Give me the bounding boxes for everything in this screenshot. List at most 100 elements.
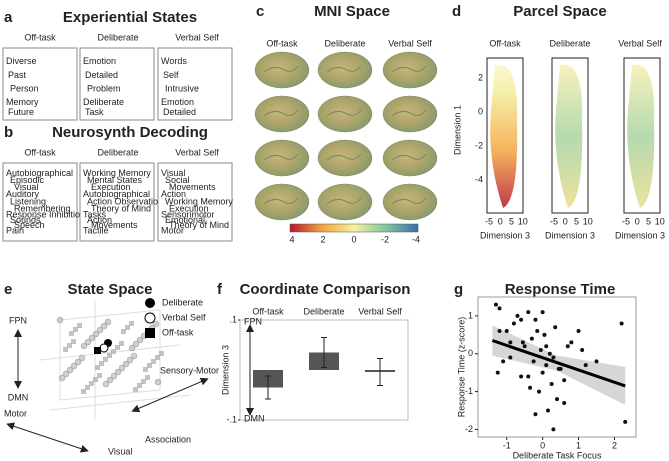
x-tick-label: -1 (503, 440, 511, 450)
point (531, 359, 536, 364)
state-point (77, 323, 82, 328)
word: Action Observation (87, 196, 163, 206)
word: Pain (6, 225, 24, 235)
column-label: Off-task (266, 38, 298, 48)
word: Theory of Mind (169, 220, 229, 230)
point (544, 344, 549, 349)
plot-frame (623, 57, 661, 214)
point (576, 329, 581, 334)
state-point (128, 344, 136, 352)
axis-arrow (6, 422, 89, 453)
state-point (104, 318, 112, 326)
panel-title: Response Time (505, 281, 616, 298)
tick-label: 0 (498, 216, 503, 226)
state-point (96, 326, 104, 334)
word: Future (8, 107, 34, 117)
brain-sulcus (263, 153, 299, 161)
column-label: Verbal Self (618, 38, 662, 48)
state-point (154, 378, 162, 386)
word: Emotion (83, 56, 116, 66)
word: Social (165, 175, 190, 185)
column-label: Deliberate (97, 147, 138, 157)
state-point (84, 338, 92, 346)
state-point (114, 368, 122, 376)
state-point (85, 385, 90, 390)
axis-label: FPN (9, 315, 27, 325)
state-point (58, 374, 66, 382)
point (580, 347, 585, 352)
point (594, 359, 599, 364)
legend-marker (144, 312, 156, 324)
state-point (159, 351, 164, 356)
box-edge (59, 389, 161, 401)
column-label: Verbal Self (175, 147, 219, 157)
point (556, 366, 561, 371)
axis-label: Dimension 3 (545, 230, 595, 240)
column-label: Deliberate (97, 32, 138, 42)
point (537, 389, 542, 394)
annotation: FPN (244, 316, 262, 326)
state-point (80, 342, 88, 350)
axis-label: Response Time (z-score) (456, 317, 466, 418)
point (520, 340, 525, 345)
state-point (73, 327, 78, 332)
panel-title: MNI Space (314, 3, 390, 20)
point (511, 321, 516, 326)
axis-label: Motor (4, 408, 27, 418)
point (547, 351, 552, 356)
panel-title: Neurosynth Decoding (52, 124, 208, 141)
word: Diverse (6, 56, 37, 66)
brain-sulcus (391, 197, 427, 205)
panel-title: Experiential States (63, 9, 197, 26)
panel-letter: f (217, 281, 223, 298)
word: Working Memory (165, 196, 233, 206)
state-point (67, 343, 72, 348)
state-point (66, 366, 74, 374)
state-point (71, 339, 76, 344)
error-bar (265, 375, 271, 400)
state-point (103, 357, 108, 362)
tick-label: 5 (646, 216, 651, 226)
point (533, 317, 538, 322)
point (562, 378, 567, 383)
error-bar (321, 337, 327, 368)
state-point (110, 372, 118, 380)
brain-sulcus (326, 197, 362, 205)
panel-letter: e (4, 281, 12, 298)
state-point (136, 336, 144, 344)
panel-letter: b (4, 124, 13, 141)
legend-marker (145, 298, 155, 308)
point (519, 374, 524, 379)
word: Person (10, 84, 39, 94)
word-cloud-box (79, 47, 155, 121)
tick-label: 10 (518, 216, 528, 226)
word: Autobiographical (83, 189, 150, 199)
panel-title: State Space (67, 281, 152, 298)
axis-label: Dimension 3 (220, 345, 230, 395)
y-tick-label: -2 (465, 424, 473, 434)
point (619, 321, 624, 326)
box-edge (59, 309, 161, 321)
state-centroid (94, 347, 101, 354)
word: Problem (87, 84, 121, 94)
state-point (147, 363, 152, 368)
axis-label: DMN (8, 392, 29, 402)
point (497, 306, 502, 311)
point (546, 408, 551, 413)
brain-sulcus (326, 109, 362, 117)
state-point (145, 375, 150, 380)
legend-label: Verbal Self (162, 312, 206, 322)
tick-label: 2 (478, 72, 483, 82)
x-category-label: Deliberate (303, 306, 344, 316)
state-point (106, 376, 114, 384)
word: Words (161, 56, 187, 66)
panel-letter: a (4, 9, 13, 26)
plot-frame (486, 57, 524, 214)
brain (382, 139, 438, 177)
tick-label: 5 (574, 216, 579, 226)
state-point (129, 321, 134, 326)
brain-sulcus (391, 65, 427, 73)
state-point (92, 330, 100, 338)
x-category-label: Verbal Self (358, 306, 402, 316)
point (542, 332, 547, 337)
